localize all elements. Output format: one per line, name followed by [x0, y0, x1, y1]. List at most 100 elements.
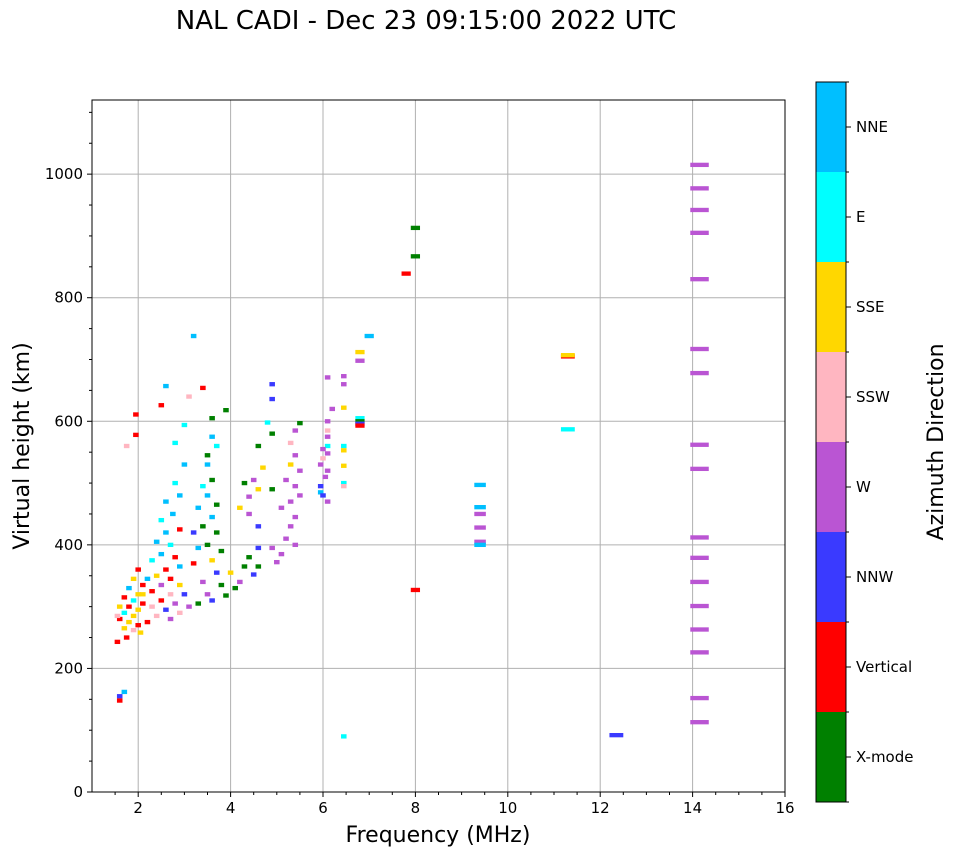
- x-tick-label: 4: [226, 799, 236, 817]
- data-point-w: [320, 446, 326, 452]
- data-point-sse: [153, 573, 160, 578]
- data-point-w: [246, 494, 252, 499]
- data-point-sse: [341, 448, 347, 453]
- data-point-x-mode: [232, 585, 238, 591]
- data-point-x-mode: [246, 555, 252, 560]
- data-point-x-mode: [218, 582, 225, 588]
- y-tick-label: 0: [73, 783, 83, 801]
- data-point-w: [690, 442, 709, 447]
- data-point-sse: [287, 462, 294, 467]
- data-point-e: [355, 416, 365, 421]
- data-point-e: [560, 427, 575, 432]
- data-point-e: [172, 480, 178, 486]
- data-point-x-mode: [223, 408, 229, 413]
- data-point-sse: [121, 626, 128, 631]
- data-point-w: [690, 695, 709, 701]
- data-point-nnw: [250, 572, 257, 577]
- data-point-vertical: [140, 601, 146, 606]
- data-point-nne: [204, 493, 211, 498]
- colorbar-frame: [815, 81, 847, 803]
- data-point-w: [474, 525, 486, 530]
- data-point-x-mode: [410, 254, 421, 259]
- data-point-w: [292, 483, 299, 489]
- data-point-nnw: [317, 483, 324, 489]
- data-point-w: [324, 468, 331, 473]
- y-tick-label: 600: [54, 412, 83, 430]
- data-point-w: [278, 551, 285, 557]
- data-point-ssw: [341, 483, 347, 489]
- data-point-vertical: [167, 576, 174, 582]
- data-point-nne: [170, 511, 176, 517]
- data-point-nne: [177, 493, 183, 498]
- colorbar-swatch: [816, 712, 846, 802]
- data-point-sse: [137, 630, 144, 635]
- data-point-x-mode: [195, 601, 202, 606]
- data-point-sse: [237, 505, 243, 510]
- data-point-w: [274, 559, 280, 565]
- data-point-vertical: [355, 423, 365, 428]
- data-point-w: [690, 162, 709, 168]
- data-point-vertical: [190, 561, 197, 566]
- data-point-nne: [364, 333, 374, 339]
- data-point-nnw: [269, 382, 275, 387]
- data-point-vertical: [133, 412, 139, 417]
- data-point-e: [121, 610, 128, 615]
- data-point-vertical: [163, 567, 169, 572]
- data-point-nne: [121, 689, 128, 695]
- data-point-sse: [209, 558, 215, 563]
- data-point-e: [213, 443, 220, 449]
- data-point-w: [237, 579, 243, 585]
- data-point-w: [690, 555, 709, 560]
- data-point-sse: [341, 463, 347, 468]
- data-point-vertical: [401, 271, 411, 276]
- x-axis-label: Frequency (MHz): [346, 823, 531, 848]
- y-tick-label: 1000: [45, 165, 83, 183]
- data-point-w: [690, 277, 709, 282]
- data-point-vertical: [140, 582, 146, 588]
- data-point-nnw: [190, 530, 197, 535]
- colorbar-tick-label: Vertical: [856, 658, 912, 676]
- data-point-vertical: [116, 698, 123, 703]
- data-point-nne: [190, 333, 197, 339]
- data-point-w: [200, 579, 206, 585]
- data-point-nnw: [320, 493, 326, 498]
- data-point-nne: [177, 564, 183, 569]
- data-point-w: [324, 434, 331, 439]
- data-point-vertical: [114, 639, 121, 645]
- data-point-x-mode: [200, 524, 206, 529]
- data-point-nne: [163, 383, 169, 389]
- y-tick-label: 800: [54, 289, 83, 307]
- data-point-ssw: [167, 592, 174, 597]
- data-point-sse: [130, 576, 137, 582]
- plot-frame: [91, 99, 786, 793]
- data-point-w: [690, 650, 709, 655]
- data-point-nnw: [255, 524, 262, 529]
- x-tick-label: 8: [411, 799, 421, 817]
- data-point-w: [474, 539, 486, 544]
- data-point-nnw: [209, 598, 215, 603]
- data-point-x-mode: [209, 477, 215, 483]
- data-point-vertical: [135, 567, 141, 572]
- data-point-vertical: [200, 385, 206, 391]
- data-point-x-mode: [218, 548, 225, 554]
- data-point-w: [355, 358, 365, 363]
- data-point-w: [690, 207, 709, 213]
- data-point-ssw: [130, 627, 137, 633]
- x-tick-label: 12: [591, 799, 610, 817]
- data-point-w: [186, 604, 192, 609]
- colorbar-swatch: [816, 172, 846, 262]
- grid: [92, 100, 786, 793]
- data-point-nne: [474, 542, 486, 548]
- data-point-vertical: [121, 595, 128, 600]
- data-point-vertical: [126, 604, 132, 609]
- data-point-w: [250, 477, 257, 483]
- data-point-e: [149, 558, 155, 563]
- data-point-sse: [260, 465, 266, 470]
- data-point-x-mode: [204, 542, 211, 548]
- data-point-vertical: [144, 619, 151, 625]
- data-point-nne: [144, 576, 151, 582]
- data-point-ssw: [287, 440, 294, 446]
- data-point-w: [690, 346, 709, 352]
- data-point-nne: [126, 585, 132, 591]
- data-point-nnw: [255, 545, 262, 551]
